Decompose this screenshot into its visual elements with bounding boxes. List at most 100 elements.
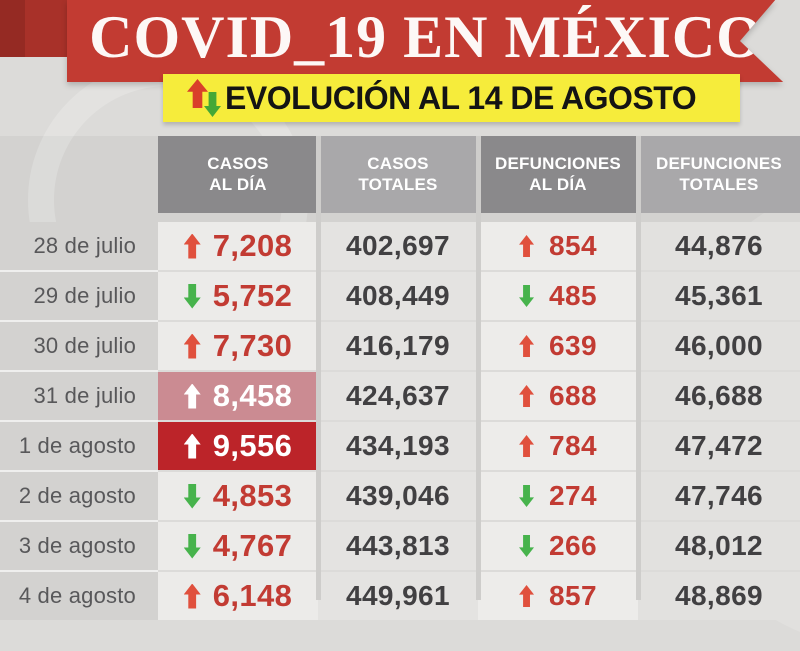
trend-arrow-icon <box>519 485 535 507</box>
cell-defunciones-totales: 45,361 <box>638 272 800 320</box>
down-arrow-icon <box>204 92 221 117</box>
cell-defunciones-totales: 46,688 <box>638 372 800 420</box>
defunciones-totales-value: 44,876 <box>674 230 764 261</box>
defunciones-al-dia-value: 854 <box>549 230 597 261</box>
row-date: 30 de julio <box>0 322 158 370</box>
trend-arrow-icon <box>519 585 535 607</box>
cell-defunciones-al-dia: 857 <box>478 572 638 620</box>
trend-arrow-icon <box>519 235 535 257</box>
cell-casos-totales: 443,813 <box>318 522 478 570</box>
table-row: 2 de agosto 4,853 439,046 274 47,746 <box>0 470 800 520</box>
cell-defunciones-totales: 47,472 <box>638 422 800 470</box>
cell-defunciones-al-dia: 688 <box>478 372 638 420</box>
trend-arrow-icon <box>519 435 535 457</box>
row-date: 28 de julio <box>0 222 158 270</box>
cell-defunciones-totales: 46,000 <box>638 322 800 370</box>
header-casos-al-dia: CASOS AL DÍA <box>158 136 318 213</box>
casos-al-dia-value: 4,767 <box>212 528 293 563</box>
cell-defunciones-al-dia: 784 <box>478 422 638 470</box>
defunciones-al-dia-value: 688 <box>549 380 597 411</box>
row-date: 2 de agosto <box>0 472 158 520</box>
header-defunciones-totales: DEFUNCIONES TOTALES <box>638 136 800 213</box>
casos-al-dia-value: 8,458 <box>212 378 293 413</box>
subtitle-label: EVOLUCIÓN AL 14 DE AGOSTO <box>225 79 697 116</box>
cell-defunciones-totales: 48,869 <box>638 572 800 620</box>
casos-al-dia-value: 7,730 <box>212 328 293 363</box>
cell-casos-totales: 416,179 <box>318 322 478 370</box>
cell-casos-al-dia: 7,208 <box>158 222 318 270</box>
table-body: 28 de julio 7,208 402,697 854 44,876 29 … <box>0 222 800 620</box>
column-divider <box>636 136 641 600</box>
casos-al-dia-value: 5,752 <box>212 278 293 313</box>
row-date: 31 de julio <box>0 372 158 420</box>
trend-arrow-icon <box>183 483 201 509</box>
defunciones-totales-value: 48,012 <box>674 530 764 561</box>
column-divider <box>476 136 481 600</box>
defunciones-al-dia-value: 857 <box>549 580 597 611</box>
casos-totales-value: 424,637 <box>345 380 450 411</box>
header-label: CASOS <box>367 153 429 173</box>
trend-arrow-icon <box>519 535 535 557</box>
table-row: 1 de agosto 9,556 434,193 784 47,472 <box>0 420 800 470</box>
table-row: 29 de julio 5,752 408,449 485 45,361 <box>0 270 800 320</box>
header-label: DEFUNCIONES <box>495 153 621 173</box>
casos-al-dia-value: 4,853 <box>212 478 293 513</box>
trend-arrow-icon <box>519 285 535 307</box>
cell-defunciones-al-dia: 485 <box>478 272 638 320</box>
trend-arrow-icon <box>519 335 535 357</box>
cell-casos-al-dia: 4,853 <box>158 472 318 520</box>
cell-defunciones-totales: 44,876 <box>638 222 800 270</box>
cell-defunciones-al-dia: 274 <box>478 472 638 520</box>
trend-arrow-icon <box>183 383 201 409</box>
trend-arrow-icon <box>183 233 201 259</box>
header-label: AL DÍA <box>209 174 267 194</box>
date-column-spacer <box>0 136 158 213</box>
table-header-row: CASOS AL DÍA CASOS TOTALES DEFUNCIONES A… <box>0 136 800 213</box>
trend-arrow-icon <box>519 385 535 407</box>
header-label: DEFUNCIONES <box>656 153 782 173</box>
table-row: 30 de julio 7,730 416,179 639 46,000 <box>0 320 800 370</box>
row-date: 29 de julio <box>0 272 158 320</box>
casos-totales-value: 434,193 <box>345 430 450 461</box>
header-label: TOTALES <box>358 174 438 194</box>
defunciones-totales-value: 48,869 <box>674 580 764 611</box>
cell-casos-al-dia: 7,730 <box>158 322 318 370</box>
cell-casos-al-dia: 5,752 <box>158 272 318 320</box>
covid-data-table: CASOS AL DÍA CASOS TOTALES DEFUNCIONES A… <box>0 136 800 620</box>
casos-al-dia-value: 9,556 <box>212 428 293 463</box>
cell-casos-totales: 424,637 <box>318 372 478 420</box>
cell-defunciones-totales: 48,012 <box>638 522 800 570</box>
trend-arrow-icon <box>183 283 201 309</box>
defunciones-al-dia-value: 266 <box>549 530 597 561</box>
cell-casos-al-dia: 6,148 <box>158 572 318 620</box>
defunciones-al-dia-value: 639 <box>549 330 597 361</box>
cell-casos-totales: 408,449 <box>318 272 478 320</box>
trend-arrow-icon <box>183 533 201 559</box>
up-arrow-icon <box>187 79 208 108</box>
cell-casos-totales: 439,046 <box>318 472 478 520</box>
defunciones-totales-value: 47,746 <box>674 480 764 511</box>
casos-totales-value: 439,046 <box>345 480 450 511</box>
casos-totales-value: 402,697 <box>345 230 450 261</box>
subtitle-banner: EVOLUCIÓN AL 14 DE AGOSTO <box>163 74 740 122</box>
cell-defunciones-totales: 47,746 <box>638 472 800 520</box>
row-date: 3 de agosto <box>0 522 158 570</box>
table-row: 4 de agosto 6,148 449,961 857 48,869 <box>0 570 800 620</box>
table-row: 31 de julio 8,458 424,637 688 46,688 <box>0 370 800 420</box>
ribbon-fold <box>0 0 67 57</box>
cell-casos-al-dia: 9,556 <box>158 422 318 470</box>
casos-al-dia-value: 7,208 <box>212 228 293 263</box>
page-title: COVID_19 EN MÉXICO <box>89 3 764 70</box>
cell-defunciones-al-dia: 854 <box>478 222 638 270</box>
row-date: 4 de agosto <box>0 572 158 620</box>
cell-casos-al-dia: 4,767 <box>158 522 318 570</box>
defunciones-al-dia-value: 274 <box>549 480 597 511</box>
table-row: 3 de agosto 4,767 443,813 266 48,012 <box>0 520 800 570</box>
casos-totales-value: 449,961 <box>345 580 450 611</box>
casos-totales-value: 416,179 <box>345 330 450 361</box>
defunciones-totales-value: 46,000 <box>674 330 764 361</box>
defunciones-totales-value: 45,361 <box>674 280 764 311</box>
header-defunciones-al-dia: DEFUNCIONES AL DÍA <box>478 136 638 213</box>
casos-totales-value: 408,449 <box>345 280 450 311</box>
cell-defunciones-al-dia: 266 <box>478 522 638 570</box>
